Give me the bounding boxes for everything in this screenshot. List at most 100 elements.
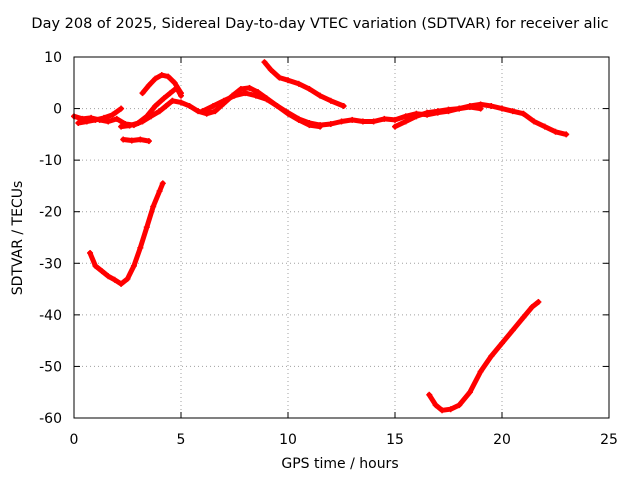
data-point [359, 118, 366, 125]
data-point [439, 407, 446, 414]
data-point [267, 66, 274, 73]
data-point [370, 118, 377, 125]
data-point [145, 138, 152, 145]
data-point [541, 123, 548, 130]
y-tick-label: -20 [39, 205, 62, 221]
data-point [445, 106, 452, 113]
data-point [276, 74, 283, 81]
data-point [137, 244, 144, 251]
y-tick-label: 0 [53, 102, 62, 118]
data-point [210, 102, 217, 109]
data-point [327, 97, 334, 104]
data-point [118, 280, 125, 287]
data-point [274, 102, 281, 109]
series-line-track-11 [426, 299, 541, 413]
data-point [109, 111, 116, 118]
data-point [466, 104, 473, 111]
data-point [456, 105, 463, 112]
data-point [159, 180, 166, 187]
data-point [252, 92, 259, 99]
data-point [528, 304, 535, 311]
data-point [246, 84, 253, 91]
data-point [552, 128, 559, 135]
plot-frame [73, 56, 610, 419]
data-point [158, 72, 165, 79]
data-point [426, 391, 433, 398]
data-point [212, 108, 219, 115]
data-point [105, 118, 112, 125]
data-point [477, 105, 484, 112]
data-point [488, 353, 495, 360]
data-point [242, 90, 249, 97]
data-point [124, 275, 131, 282]
data-point [381, 115, 388, 122]
data-point [111, 276, 118, 283]
data-point [118, 123, 125, 130]
data-point [261, 59, 268, 66]
data-point [156, 188, 163, 195]
data-point [145, 82, 152, 89]
data-point [143, 224, 150, 231]
data-point [285, 77, 291, 84]
data-point [413, 113, 420, 120]
data-point [349, 116, 356, 123]
data-point [167, 90, 174, 97]
data-point [466, 389, 473, 396]
data-point [340, 102, 347, 109]
data-point [447, 406, 454, 413]
data-point [509, 327, 516, 334]
data-point [220, 97, 227, 104]
x-axis-label: GPS time / hours [281, 456, 399, 472]
y-tick-label: -60 [39, 411, 62, 427]
data-point [520, 314, 527, 321]
data-point [126, 122, 133, 129]
data-point [92, 262, 99, 269]
data-point [83, 118, 90, 125]
data-point [178, 99, 184, 106]
data-point [130, 262, 137, 269]
series-line-track-10 [87, 180, 166, 287]
data-point [100, 114, 107, 121]
data-point [92, 116, 99, 123]
data-point [535, 298, 542, 305]
data-point [75, 120, 82, 127]
data-point [402, 118, 409, 125]
data-point [120, 136, 127, 143]
data-point [263, 96, 270, 103]
data-point [424, 109, 431, 116]
data-point [477, 368, 484, 375]
data-point [169, 97, 176, 104]
data-point [306, 122, 313, 129]
data-point [152, 75, 159, 82]
data-point [327, 121, 334, 128]
data-point [499, 105, 505, 112]
y-tick-label: -30 [39, 256, 62, 272]
data-point [231, 92, 238, 99]
data-point [317, 123, 324, 130]
data-layer [71, 59, 570, 414]
data-point [135, 120, 142, 127]
data-point [499, 340, 505, 347]
series-line-track-8 [262, 59, 347, 109]
data-point [156, 108, 163, 115]
data-point [456, 402, 463, 409]
data-point [139, 90, 146, 97]
series-line-track-3 [120, 137, 152, 144]
x-tick-label: 15 [386, 432, 404, 448]
data-point [237, 85, 244, 92]
data-point [152, 102, 159, 109]
data-point [488, 102, 495, 109]
data-point [150, 203, 157, 210]
y-tick-label: -10 [39, 153, 62, 169]
data-point [165, 73, 172, 80]
data-point [118, 105, 125, 112]
data-point [338, 118, 345, 125]
y-axis-label: SDTVAR / TECUs [10, 180, 26, 296]
x-tick-label: 5 [177, 432, 186, 448]
data-point [160, 95, 167, 102]
data-point [509, 108, 516, 115]
data-point [392, 116, 398, 123]
data-point [295, 116, 302, 123]
data-point [171, 79, 178, 86]
data-point [434, 108, 441, 115]
